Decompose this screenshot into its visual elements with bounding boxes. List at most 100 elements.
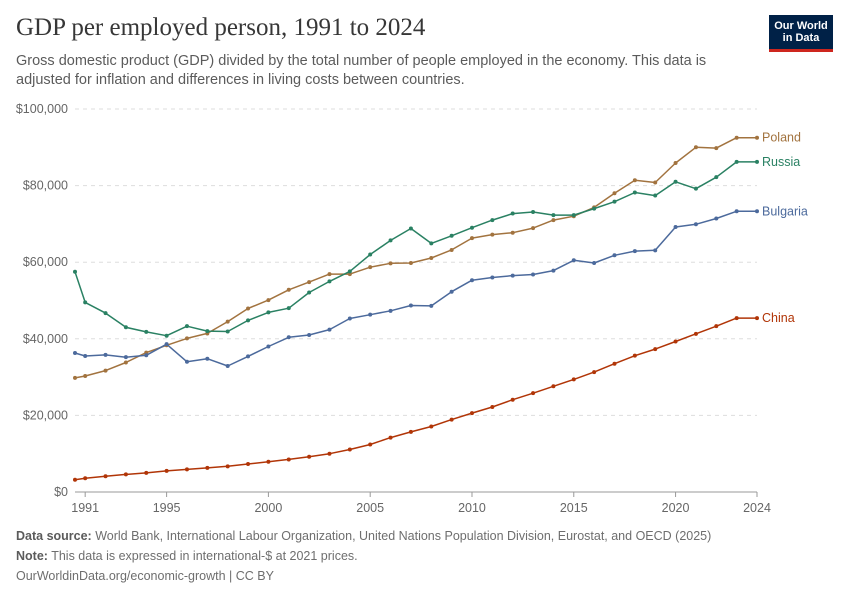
data-point-poland[interactable] [307, 280, 312, 285]
data-point-china[interactable] [266, 459, 271, 464]
data-point-russia[interactable] [73, 269, 77, 274]
data-point-china[interactable] [551, 384, 556, 389]
data-point-bulgaria[interactable] [469, 278, 474, 283]
data-point-russia[interactable] [184, 324, 189, 329]
data-point-china[interactable] [225, 464, 230, 469]
data-point-china[interactable] [592, 370, 597, 375]
data-point-china[interactable] [83, 476, 88, 481]
data-point-poland[interactable] [266, 298, 271, 303]
data-point-bulgaria[interactable] [286, 335, 291, 340]
data-point-poland[interactable] [714, 146, 719, 151]
data-point-poland[interactable] [531, 226, 536, 231]
data-point-bulgaria[interactable] [632, 249, 637, 254]
data-point-poland[interactable] [286, 287, 291, 292]
data-point-china[interactable] [714, 324, 719, 329]
data-point-bulgaria[interactable] [246, 354, 251, 359]
data-point-russia[interactable] [734, 159, 739, 164]
data-point-bulgaria[interactable] [653, 248, 658, 253]
data-point-russia[interactable] [755, 159, 759, 164]
data-point-china[interactable] [184, 467, 189, 472]
data-point-bulgaria[interactable] [184, 359, 189, 364]
data-point-poland[interactable] [653, 180, 658, 185]
data-point-russia[interactable] [531, 210, 536, 215]
data-point-russia[interactable] [347, 269, 352, 274]
data-point-china[interactable] [388, 435, 393, 440]
data-point-china[interactable] [205, 465, 210, 470]
data-point-russia[interactable] [632, 190, 637, 195]
data-point-bulgaria[interactable] [429, 303, 434, 308]
data-point-china[interactable] [755, 316, 759, 321]
data-point-russia[interactable] [510, 211, 515, 216]
data-point-russia[interactable] [83, 300, 88, 305]
data-point-bulgaria[interactable] [693, 222, 698, 227]
data-point-china[interactable] [469, 411, 474, 416]
data-point-bulgaria[interactable] [755, 209, 759, 214]
series-line-bulgaria[interactable] [74, 210, 757, 367]
data-point-bulgaria[interactable] [103, 352, 108, 357]
data-point-bulgaria[interactable] [408, 303, 413, 308]
data-point-poland[interactable] [510, 230, 515, 235]
data-point-poland[interactable] [123, 360, 128, 365]
data-point-poland[interactable] [490, 232, 495, 237]
data-point-china[interactable] [327, 451, 332, 456]
data-point-poland[interactable] [551, 218, 556, 223]
data-point-poland[interactable] [327, 272, 332, 277]
data-point-russia[interactable] [592, 206, 597, 211]
data-point-poland[interactable] [73, 375, 77, 380]
data-point-china[interactable] [307, 454, 312, 459]
data-point-china[interactable] [164, 468, 169, 473]
data-point-russia[interactable] [449, 233, 454, 238]
data-point-russia[interactable] [164, 333, 169, 338]
data-point-poland[interactable] [734, 135, 739, 140]
data-point-bulgaria[interactable] [144, 353, 149, 358]
data-point-poland[interactable] [755, 135, 759, 140]
data-point-bulgaria[interactable] [571, 258, 576, 263]
owid-logo[interactable]: Our World in Data [769, 15, 833, 52]
data-point-russia[interactable] [205, 329, 210, 334]
data-point-bulgaria[interactable] [673, 224, 678, 229]
data-point-poland[interactable] [673, 161, 678, 166]
data-point-china[interactable] [347, 447, 352, 452]
data-point-russia[interactable] [673, 179, 678, 184]
data-point-poland[interactable] [225, 319, 230, 324]
data-point-poland[interactable] [103, 368, 108, 373]
data-point-china[interactable] [408, 429, 413, 434]
data-point-poland[interactable] [246, 306, 251, 311]
data-point-russia[interactable] [388, 238, 393, 243]
data-point-china[interactable] [734, 316, 739, 321]
data-point-poland[interactable] [408, 260, 413, 265]
data-point-poland[interactable] [612, 191, 617, 196]
data-point-russia[interactable] [653, 193, 658, 198]
data-point-russia[interactable] [327, 279, 332, 284]
data-point-bulgaria[interactable] [225, 363, 230, 368]
data-point-poland[interactable] [83, 373, 88, 378]
data-point-china[interactable] [632, 353, 637, 358]
data-point-poland[interactable] [429, 255, 434, 260]
data-point-russia[interactable] [469, 225, 474, 230]
data-point-russia[interactable] [103, 311, 108, 316]
data-point-russia[interactable] [144, 329, 149, 334]
data-point-russia[interactable] [693, 186, 698, 191]
data-point-china[interactable] [653, 347, 658, 352]
data-point-russia[interactable] [286, 306, 291, 311]
data-point-bulgaria[interactable] [266, 344, 271, 349]
data-point-bulgaria[interactable] [388, 308, 393, 313]
data-point-china[interactable] [612, 361, 617, 366]
data-point-bulgaria[interactable] [490, 275, 495, 280]
data-point-bulgaria[interactable] [612, 253, 617, 258]
data-point-bulgaria[interactable] [347, 316, 352, 321]
data-point-china[interactable] [144, 470, 149, 475]
data-point-russia[interactable] [612, 199, 617, 204]
data-point-china[interactable] [693, 331, 698, 336]
data-point-russia[interactable] [266, 310, 271, 315]
data-point-china[interactable] [429, 424, 434, 429]
data-point-poland[interactable] [449, 247, 454, 252]
data-point-bulgaria[interactable] [307, 332, 312, 337]
data-point-poland[interactable] [632, 178, 637, 183]
data-point-china[interactable] [103, 474, 108, 479]
data-point-russia[interactable] [551, 213, 556, 218]
data-point-bulgaria[interactable] [73, 350, 77, 355]
data-point-bulgaria[interactable] [551, 268, 556, 273]
data-point-poland[interactable] [388, 261, 393, 266]
data-point-china[interactable] [673, 339, 678, 344]
